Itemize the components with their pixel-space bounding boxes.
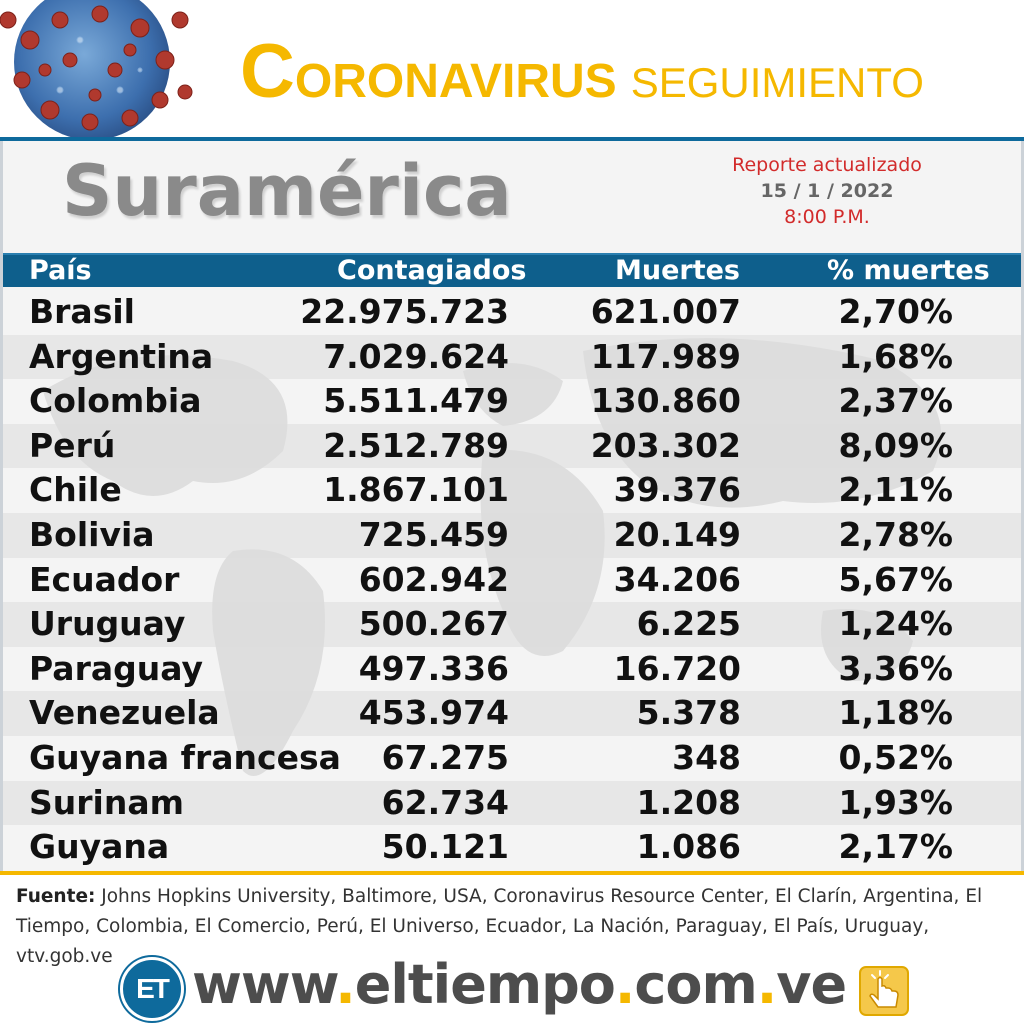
cell-deaths: 16.720 [613, 648, 741, 688]
cell-pct: 2,37% [838, 381, 954, 421]
cell-country: Perú [29, 425, 116, 465]
table-row: Guyana 50.121 1.086 2,17% [3, 825, 1021, 870]
virus-illustration [0, 0, 193, 138]
page-title: CORONAVIRUS SEGUIMIENTO [240, 28, 924, 118]
report-label: Reporte actualizado [732, 154, 922, 176]
cell-pct: 1,24% [838, 604, 954, 644]
cell-country: Venezuela [29, 693, 220, 733]
table-row: Ecuador 602.942 34.206 5,67% [3, 558, 1021, 603]
cell-deaths: 117.989 [590, 336, 741, 376]
cell-deaths: 130.860 [590, 381, 741, 421]
url-part: com [634, 953, 757, 1016]
header-deaths: Muertes [615, 255, 741, 286]
cell-deaths: 203.302 [590, 425, 741, 465]
cell-pct: 1,18% [838, 693, 954, 733]
cell-country: Brasil [29, 292, 135, 331]
cell-cases: 62.734 [381, 782, 509, 822]
website-link[interactable]: www.eltiempo.com.ve [192, 953, 847, 1016]
cell-cases: 725.459 [358, 514, 509, 554]
cell-country: Ecuador [29, 559, 180, 599]
cell-country: Chile [29, 470, 122, 510]
report-info: Reporte actualizado 15 / 1 / 2022 8:00 P… [712, 152, 942, 230]
source-note: Fuente: Johns Hopkins University, Baltim… [16, 882, 1006, 972]
source-label: Fuente: [16, 886, 96, 907]
cell-cases: 500.267 [358, 604, 509, 644]
click-hand-icon[interactable] [858, 965, 910, 1017]
title-initial: C [240, 29, 295, 114]
cell-cases: 497.336 [358, 648, 509, 688]
cell-pct: 2,70% [838, 292, 954, 331]
cell-pct: 2,78% [838, 514, 954, 554]
title-subtitle: SEGUIMIENTO [630, 59, 924, 106]
url-dot: . [614, 953, 635, 1016]
url-part: www [192, 953, 336, 1016]
cell-deaths: 348 [672, 737, 741, 777]
cell-deaths: 20.149 [613, 514, 741, 554]
cell-country: Paraguay [29, 648, 203, 688]
header-pct: % muertes [827, 255, 990, 286]
source-text: Johns Hopkins University, Baltimore, USA… [16, 886, 983, 967]
cell-country: Bolivia [29, 514, 155, 554]
table-row: Paraguay 497.336 16.720 3,36% [3, 647, 1021, 692]
cell-country: Colombia [29, 381, 202, 421]
cell-pct: 2,11% [838, 470, 954, 510]
cell-pct: 8,09% [838, 425, 954, 465]
cell-cases: 50.121 [381, 827, 509, 867]
table-row: Venezuela 453.974 5.378 1,18% [3, 691, 1021, 736]
cell-deaths: 6.225 [636, 604, 741, 644]
cell-deaths: 621.007 [590, 292, 741, 331]
cell-cases: 67.275 [381, 737, 509, 777]
cell-cases: 22.975.723 [300, 292, 509, 331]
cell-pct: 5,67% [838, 559, 954, 599]
cell-country: Uruguay [29, 604, 186, 644]
cell-deaths: 34.206 [613, 559, 741, 599]
cell-pct: 1,93% [838, 782, 954, 822]
header: CORONAVIRUS SEGUIMIENTO [0, 0, 1024, 138]
bottom-divider [0, 871, 1024, 875]
top-divider [0, 137, 1024, 141]
table-row: Chile 1.867.101 39.376 2,11% [3, 468, 1021, 513]
cell-deaths: 39.376 [613, 470, 741, 510]
cell-country: Argentina [29, 336, 214, 376]
cell-country: Surinam [29, 782, 184, 822]
table-row: Guyana francesa 67.275 348 0,52% [3, 736, 1021, 781]
cell-pct: 0,52% [838, 737, 954, 777]
table-row: Uruguay 500.267 6.225 1,24% [3, 602, 1021, 647]
cell-deaths: 1.086 [636, 827, 741, 867]
header-cases: Contagiados [337, 255, 527, 286]
title-main: ORONAVIRUS [294, 55, 617, 108]
table-row: Colombia 5.511.479 130.860 2,37% [3, 379, 1021, 424]
cell-cases: 602.942 [358, 559, 509, 599]
cell-deaths: 1.208 [636, 782, 741, 822]
table-row: Brasil 22.975.723 621.007 2,70% [3, 290, 1021, 335]
cell-cases: 7.029.624 [323, 336, 509, 376]
url-part: ve [776, 953, 847, 1016]
cell-cases: 1.867.101 [323, 470, 509, 510]
et-logo[interactable]: ET [120, 957, 184, 1021]
region-title: Suramérica [62, 150, 512, 232]
footer: ET www.eltiempo.com.ve [0, 945, 1024, 1024]
cell-country: Guyana [29, 827, 170, 867]
report-date: 15 / 1 / 2022 [760, 180, 894, 202]
cell-cases: 453.974 [358, 693, 509, 733]
table-row: Bolivia 725.459 20.149 2,78% [3, 512, 1021, 558]
table-header: País Contagiados Muertes % muertes [3, 253, 1021, 287]
table-row: Argentina 7.029.624 117.989 1,68% [3, 334, 1021, 380]
url-part: eltiempo [354, 953, 616, 1016]
cell-country: Guyana francesa [29, 737, 341, 777]
cell-deaths: 5.378 [636, 693, 741, 733]
cell-pct: 3,36% [838, 648, 954, 688]
table-body: Brasil 22.975.723 621.007 2,70% Argentina 7.0… [3, 290, 1021, 870]
report-time: 8:00 P.M. [784, 206, 870, 228]
table-row: Surinam 62.734 1.208 1,93% [3, 780, 1021, 826]
cell-cases: 2.512.789 [323, 425, 509, 465]
url-dot: . [335, 953, 355, 1016]
table-row: Perú 2.512.789 203.302 8,09% [3, 423, 1021, 469]
cell-pct: 1,68% [838, 336, 954, 376]
header-country: País [29, 255, 92, 286]
url-dot: . [756, 953, 777, 1016]
cell-pct: 2,17% [838, 827, 954, 867]
cell-cases: 5.511.479 [323, 381, 509, 421]
